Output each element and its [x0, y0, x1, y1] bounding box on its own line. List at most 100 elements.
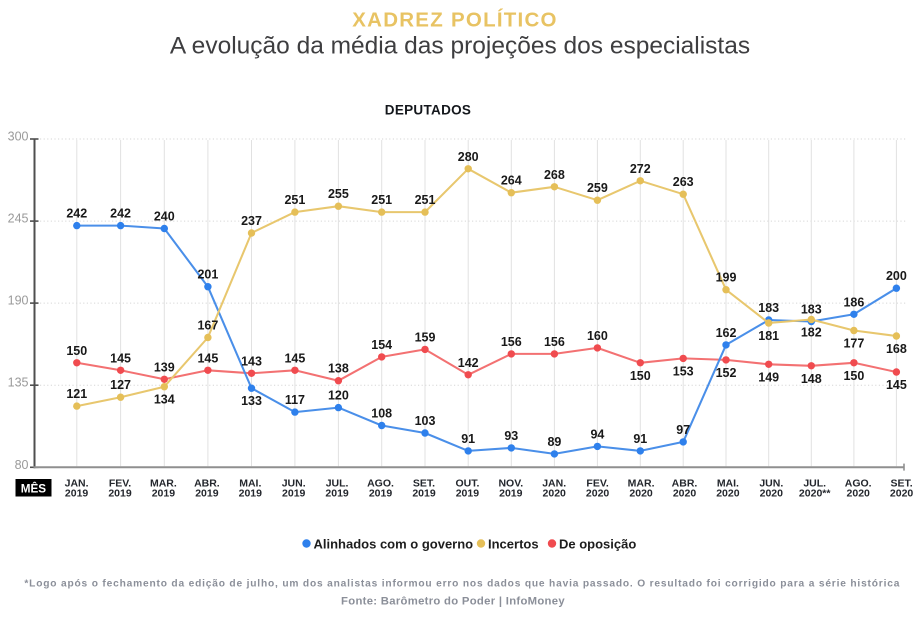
svg-text:DEPUTADOS: DEPUTADOS: [385, 102, 471, 117]
svg-text:2019: 2019: [282, 487, 306, 499]
svg-text:94: 94: [590, 427, 604, 441]
svg-text:JUN.: JUN.: [759, 478, 783, 490]
svg-text:103: 103: [415, 414, 436, 428]
svg-text:167: 167: [197, 319, 218, 333]
svg-text:2019: 2019: [65, 487, 89, 499]
svg-text:91: 91: [633, 432, 647, 446]
svg-text:XADREZ POLÍTICO: XADREZ POLÍTICO: [352, 9, 558, 32]
svg-text:2020: 2020: [760, 487, 784, 499]
svg-text:2020: 2020: [586, 487, 610, 499]
svg-text:148: 148: [801, 372, 822, 386]
svg-text:MAR.: MAR.: [628, 478, 655, 490]
svg-text:259: 259: [587, 181, 608, 195]
svg-text:ABR.: ABR.: [672, 478, 698, 490]
svg-text:177: 177: [843, 337, 864, 351]
svg-text:JUL.: JUL.: [803, 478, 826, 490]
svg-text:2020**: 2020**: [799, 487, 831, 499]
svg-text:138: 138: [328, 362, 349, 376]
svg-text:2019: 2019: [369, 487, 393, 499]
svg-text:142: 142: [458, 356, 479, 370]
svg-text:108: 108: [371, 407, 392, 421]
svg-text:150: 150: [66, 344, 87, 358]
svg-text:SET.: SET.: [891, 478, 913, 490]
svg-text:*Logo após o fechamento da edi: *Logo após o fechamento da edição de jul…: [24, 579, 900, 590]
svg-text:145: 145: [284, 351, 305, 365]
svg-text:133: 133: [241, 394, 262, 408]
svg-text:JUL.: JUL.: [326, 478, 349, 490]
svg-text:242: 242: [66, 207, 87, 221]
svg-text:255: 255: [328, 187, 349, 201]
svg-text:272: 272: [630, 162, 651, 176]
svg-text:Incertos: Incertos: [488, 536, 539, 551]
svg-text:2019: 2019: [239, 487, 263, 499]
svg-text:240: 240: [154, 210, 175, 224]
svg-text:NOV.: NOV.: [498, 478, 523, 490]
svg-text:2020: 2020: [716, 487, 740, 499]
svg-text:JAN.: JAN.: [542, 478, 566, 490]
svg-text:242: 242: [110, 207, 131, 221]
svg-text:150: 150: [630, 369, 651, 383]
svg-text:280: 280: [458, 150, 479, 164]
svg-text:A evolução da média das projeç: A evolução da média das projeções dos es…: [170, 33, 750, 60]
svg-text:134: 134: [154, 393, 175, 407]
svg-text:AGO.: AGO.: [367, 478, 394, 490]
svg-text:156: 156: [501, 335, 522, 349]
svg-text:2020: 2020: [673, 487, 697, 499]
svg-text:93: 93: [504, 429, 518, 443]
svg-text:2020: 2020: [890, 487, 914, 499]
svg-text:AGO.: AGO.: [845, 478, 872, 490]
svg-text:MAI.: MAI.: [717, 478, 739, 490]
svg-text:263: 263: [673, 175, 694, 189]
svg-text:154: 154: [371, 338, 392, 352]
svg-text:91: 91: [461, 432, 475, 446]
svg-text:150: 150: [843, 369, 864, 383]
svg-text:143: 143: [241, 354, 262, 368]
svg-text:Fonte: Barômetro do Poder | In: Fonte: Barômetro do Poder | InfoMoney: [341, 595, 565, 607]
svg-text:152: 152: [716, 366, 737, 380]
svg-text:245: 245: [8, 212, 29, 226]
svg-text:190: 190: [8, 294, 29, 308]
svg-text:182: 182: [801, 326, 822, 340]
svg-text:MAR.: MAR.: [150, 478, 177, 490]
svg-text:251: 251: [415, 193, 436, 207]
svg-text:237: 237: [241, 214, 262, 228]
svg-text:2019: 2019: [456, 487, 480, 499]
svg-text:MÊS: MÊS: [21, 482, 47, 495]
svg-text:268: 268: [544, 168, 565, 182]
svg-text:2019: 2019: [412, 487, 436, 499]
svg-text:121: 121: [66, 387, 87, 401]
svg-text:153: 153: [673, 364, 694, 378]
svg-text:200: 200: [886, 269, 907, 283]
svg-text:145: 145: [886, 378, 907, 392]
svg-text:156: 156: [544, 335, 565, 349]
svg-text:Alinhados com o governo: Alinhados com o governo: [314, 536, 474, 551]
svg-text:OUT.: OUT.: [455, 478, 479, 490]
svg-text:2019: 2019: [499, 487, 523, 499]
svg-text:2019: 2019: [325, 487, 349, 499]
svg-text:162: 162: [716, 326, 737, 340]
svg-text:FEV.: FEV.: [586, 478, 608, 490]
svg-text:168: 168: [886, 342, 907, 356]
svg-text:117: 117: [285, 393, 305, 407]
svg-text:2019: 2019: [152, 487, 176, 499]
svg-text:127: 127: [110, 378, 131, 392]
svg-text:SET.: SET.: [413, 478, 435, 490]
svg-text:145: 145: [110, 351, 131, 365]
svg-text:139: 139: [154, 360, 175, 374]
svg-text:JUN.: JUN.: [282, 478, 306, 490]
svg-text:201: 201: [197, 268, 218, 282]
svg-text:JAN.: JAN.: [65, 478, 89, 490]
svg-text:MAI.: MAI.: [239, 478, 261, 490]
svg-text:145: 145: [197, 351, 218, 365]
svg-text:ABR.: ABR.: [194, 478, 220, 490]
svg-text:159: 159: [415, 330, 436, 344]
svg-text:120: 120: [328, 389, 349, 403]
svg-text:80: 80: [15, 458, 29, 472]
svg-text:2019: 2019: [108, 487, 132, 499]
svg-text:2020: 2020: [629, 487, 653, 499]
svg-text:160: 160: [587, 329, 608, 343]
svg-text:300: 300: [8, 130, 29, 144]
svg-text:De oposição: De oposição: [559, 536, 636, 551]
svg-text:186: 186: [843, 295, 864, 309]
svg-text:181: 181: [758, 329, 779, 343]
